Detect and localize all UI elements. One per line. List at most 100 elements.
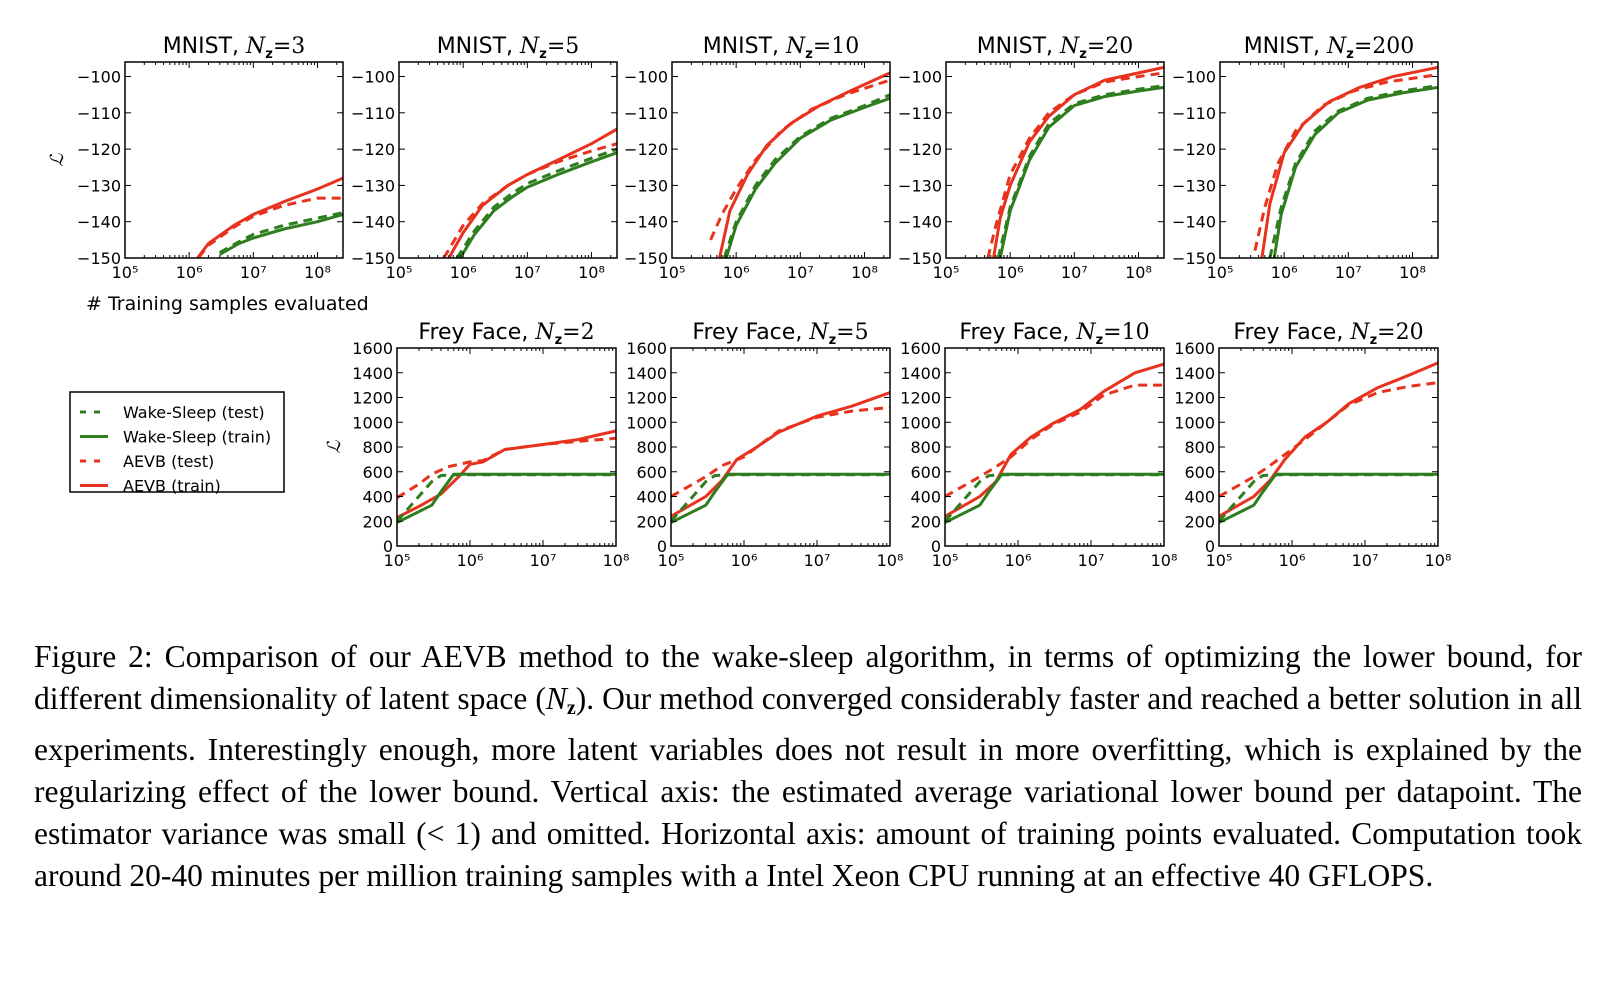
series-group bbox=[986, 65, 1164, 258]
series-line-wake-sleep-train bbox=[397, 472, 616, 524]
y-tick-label: −130 bbox=[624, 176, 668, 195]
chart-title-dataset: MNIST, bbox=[1244, 34, 1327, 59]
legend-label: Wake-Sleep (test) bbox=[123, 403, 265, 422]
chart-title-dataset: MNIST, bbox=[703, 34, 786, 59]
series-line-aevb-train bbox=[195, 176, 343, 258]
x-tick-label: 10⁶ bbox=[1271, 263, 1298, 282]
y-tick-label: 0 bbox=[1205, 537, 1215, 556]
x-tick-label: 10⁶ bbox=[1005, 551, 1032, 570]
x-tick-label: 10⁵ bbox=[658, 551, 685, 570]
y-tick-label: 600 bbox=[636, 463, 667, 482]
chart-title-n: N bbox=[1349, 320, 1370, 345]
series-group bbox=[671, 391, 890, 524]
chart-title-n: N bbox=[808, 320, 829, 345]
series-line-wake-sleep-train bbox=[998, 85, 1164, 258]
series-line-wake-sleep-test bbox=[722, 93, 890, 258]
series-line-aevb-test bbox=[945, 383, 1164, 498]
chart-title-sub: z bbox=[1079, 47, 1087, 62]
series-line-aevb-test bbox=[671, 405, 890, 498]
x-tick-label: 10⁷ bbox=[1335, 263, 1362, 282]
series-line-wake-sleep-test bbox=[1268, 84, 1438, 258]
y-tick-label: 400 bbox=[1184, 488, 1215, 507]
x-tick-label: 10⁷ bbox=[787, 263, 814, 282]
series-line-wake-sleep-train bbox=[671, 472, 890, 524]
y-axis-label: ℒ bbox=[324, 439, 345, 453]
series-line-wake-sleep-train bbox=[1272, 85, 1438, 258]
y-tick-label: 0 bbox=[383, 537, 393, 556]
chart-title: Frey Face, Nz=2 bbox=[418, 320, 594, 348]
series-line-aevb-test bbox=[196, 196, 343, 258]
series-line-aevb-train bbox=[1219, 361, 1438, 518]
series-line-aevb-test bbox=[1219, 381, 1438, 498]
chart-panel: 0 200 400 600 800 1000 1200 1400 1600 10⁵ 10⁶ 10⁷ 10… bbox=[626, 320, 903, 570]
chart-panel: 0 200 400 600 800 1000 1200 1400 1600 10⁵ 10⁶ 10⁷ 10… bbox=[900, 320, 1177, 570]
y-tick-label: 800 bbox=[1184, 438, 1215, 457]
y-tick-label: 200 bbox=[636, 512, 667, 531]
y-tick-label: 1600 bbox=[900, 339, 941, 358]
x-tick-label: 10⁷ bbox=[514, 263, 541, 282]
x-tick-label: 10⁵ bbox=[933, 263, 960, 282]
y-tick-label: −120 bbox=[898, 140, 942, 159]
x-tick-label: 10⁵ bbox=[386, 263, 413, 282]
y-tick-label: −100 bbox=[351, 68, 395, 87]
caption-label: Figure 2: bbox=[34, 639, 153, 674]
x-tick-label: 10⁶ bbox=[1279, 551, 1306, 570]
plot-frame bbox=[670, 347, 891, 547]
chart-title: MNIST, Nz=3 bbox=[163, 34, 306, 62]
chart-title-n: N bbox=[534, 320, 555, 345]
chart-title-dataset: Frey Face, bbox=[692, 320, 809, 345]
chart-title-n: N bbox=[1075, 320, 1096, 345]
y-tick-label: −110 bbox=[77, 104, 121, 123]
plot-frame bbox=[944, 347, 1165, 547]
x-tick-label: 10⁸ bbox=[851, 263, 878, 282]
x-tick-label: 10⁶ bbox=[723, 263, 750, 282]
x-tick-label: 10⁸ bbox=[1151, 551, 1178, 570]
figure-caption: Figure 2: Comparison of our AEVB method … bbox=[34, 636, 1582, 897]
y-tick-label: 1400 bbox=[626, 364, 667, 383]
caption-nz-subscript: z bbox=[566, 697, 576, 719]
y-tick-label: −150 bbox=[1172, 249, 1216, 268]
chart-title-nz: =3 bbox=[273, 34, 305, 59]
x-tick-label: 10⁷ bbox=[1061, 263, 1088, 282]
y-tick-label: −100 bbox=[624, 68, 668, 87]
legend-label: Wake-Sleep (train) bbox=[123, 428, 271, 447]
y-tick-label: 0 bbox=[931, 537, 941, 556]
y-tick-label: −140 bbox=[77, 213, 121, 232]
chart-title-nz: =10 bbox=[813, 34, 859, 59]
chart-panel: 0 200 400 600 800 1000 1200 1400 1600 10⁵ 10⁶ 10⁷ 10… bbox=[352, 320, 629, 570]
chart-title-nz: =20 bbox=[1087, 34, 1133, 59]
series-line-wake-sleep-test bbox=[397, 473, 616, 523]
x-tick-label: 10⁷ bbox=[1078, 551, 1105, 570]
caption-part2: ). Our method converged considerably fas… bbox=[34, 681, 1582, 893]
x-tick-label: 10⁸ bbox=[1399, 263, 1426, 282]
chart-title-nz: =200 bbox=[1354, 34, 1414, 59]
x-tick-label: 10⁶ bbox=[176, 263, 203, 282]
series-line-aevb-train bbox=[397, 429, 616, 519]
series-line-wake-sleep-train bbox=[945, 472, 1164, 524]
chart-title-sub: z bbox=[1370, 333, 1378, 348]
y-tick-label: 600 bbox=[910, 463, 941, 482]
chart-panel: 0 200 400 600 800 1000 1200 1400 1600 10⁵ 10⁶ 10⁷ 10… bbox=[1174, 320, 1451, 570]
y-tick-label: −110 bbox=[351, 104, 395, 123]
y-tick-label: −140 bbox=[898, 213, 942, 232]
series-line-aevb-test bbox=[986, 71, 1164, 258]
y-tick-label: 200 bbox=[362, 512, 393, 531]
y-tick-label: 600 bbox=[1184, 463, 1215, 482]
y-tick-label: 800 bbox=[362, 438, 393, 457]
y-tick-label: 400 bbox=[636, 488, 667, 507]
legend-label: AEVB (train) bbox=[123, 477, 221, 496]
series-line-wake-sleep-test bbox=[219, 211, 343, 254]
y-tick-label: 600 bbox=[362, 463, 393, 482]
y-tick-label: −150 bbox=[898, 249, 942, 268]
y-tick-label: −150 bbox=[77, 249, 121, 268]
y-tick-label: −120 bbox=[77, 140, 121, 159]
x-tick-label: 10⁸ bbox=[877, 551, 904, 570]
chart-title: MNIST, Nz=20 bbox=[977, 34, 1134, 62]
chart-title: Frey Face, Nz=20 bbox=[1233, 320, 1423, 348]
chart-title-nz: =5 bbox=[836, 320, 868, 345]
chart-title-dataset: MNIST, bbox=[437, 34, 520, 59]
chart-title-nz: =10 bbox=[1103, 320, 1149, 345]
legend-label: AEVB (test) bbox=[123, 452, 214, 471]
y-tick-label: −130 bbox=[898, 176, 942, 195]
y-tick-label: 1400 bbox=[1174, 364, 1215, 383]
